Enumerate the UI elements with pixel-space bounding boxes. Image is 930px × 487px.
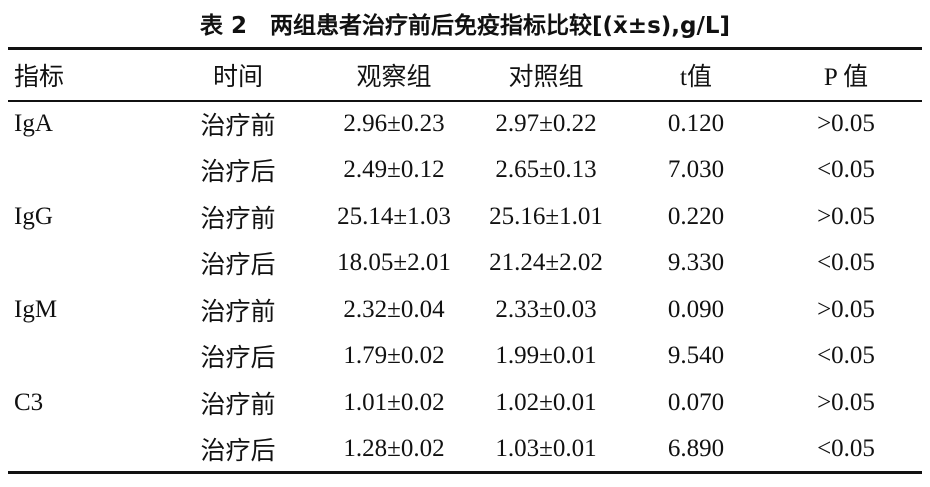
data-cell: 治疗后	[200, 159, 276, 187]
data-cell: 9.330	[667, 249, 725, 277]
table-row: IgA 治疗前 2.96±0.23 2.97±0.22 0.120 >0.05	[8, 101, 922, 148]
data-cell: <0.05	[817, 156, 875, 184]
data-cell: 6.890	[667, 434, 725, 462]
header-cell: 时间	[212, 63, 263, 91]
data-cell: 2.65±0.13	[495, 156, 597, 184]
data-cell: 0.220	[667, 202, 725, 230]
data-cell: 1.79±0.02	[343, 342, 445, 370]
data-cell: <0.05	[817, 249, 875, 277]
data-cell: 0.120	[667, 110, 725, 138]
table-row: IgM 治疗前 2.32±0.04 2.33±0.03 0.090 >0.05	[8, 287, 922, 334]
header-cell: P 值	[823, 63, 869, 91]
data-cell: 治疗后	[200, 345, 276, 373]
table-row: 治疗后 1.79±0.02 1.99±0.01 9.540 <0.05	[8, 333, 922, 380]
data-cell: 治疗前	[200, 113, 276, 141]
indicator-cell: IgA	[14, 110, 53, 138]
data-cell: 治疗后	[200, 437, 276, 465]
header-row: 指标 时间 观察组 对照组 t值 P 值	[8, 48, 922, 101]
data-cell: >0.05	[817, 295, 875, 323]
table-header: 指标 时间 观察组 对照组 t值 P 值	[8, 48, 922, 101]
header-cell: t值	[680, 63, 712, 91]
data-cell: 0.090	[667, 295, 725, 323]
data-cell: 1.28±0.02	[343, 434, 445, 462]
data-cell: 1.99±0.01	[495, 342, 597, 370]
data-cell: 治疗前	[200, 205, 276, 233]
data-cell: 1.03±0.01	[495, 434, 597, 462]
data-cell: 2.33±0.03	[495, 295, 597, 323]
indicator-cell	[8, 240, 158, 287]
indicator-cell	[8, 147, 158, 194]
table-row: 治疗后 18.05±2.01 21.24±2.02 9.330 <0.05	[8, 240, 922, 287]
table-row: 治疗后 1.28±0.02 1.03±0.01 6.890 <0.05	[8, 426, 922, 473]
data-cell: 治疗前	[200, 391, 276, 419]
data-cell: 治疗后	[200, 252, 276, 280]
data-cell: 治疗前	[200, 298, 276, 326]
indicator-cell: C3	[14, 388, 44, 416]
data-cell: 1.01±0.02	[343, 388, 445, 416]
data-cell: <0.05	[817, 434, 875, 462]
table-title: 表 2 两组患者治疗前后免疫指标比较[(x̄±s),g/L]	[199, 13, 731, 39]
header-cell: 指标	[14, 63, 65, 91]
data-cell: >0.05	[817, 388, 875, 416]
table-row: 治疗后 2.49±0.12 2.65±0.13 7.030 <0.05	[8, 147, 922, 194]
data-cell: 21.24±2.02	[489, 249, 603, 277]
data-cell: 18.05±2.01	[337, 249, 451, 277]
data-cell: 9.540	[667, 342, 725, 370]
data-cell: 2.96±0.23	[343, 110, 445, 138]
data-cell: 0.070	[667, 388, 725, 416]
indicator-cell: IgG	[14, 202, 53, 230]
indicator-cell: IgM	[14, 295, 58, 323]
data-cell: 25.16±1.01	[489, 202, 603, 230]
indicator-cell	[8, 333, 158, 380]
data-cell: >0.05	[817, 202, 875, 230]
data-cell: 2.32±0.04	[343, 295, 445, 323]
table-row: IgG 治疗前 25.14±1.03 25.16±1.01 0.220 >0.05	[8, 194, 922, 241]
table-body: IgA 治疗前 2.96±0.23 2.97±0.22 0.120 >0.05 治疗后 2.4…	[8, 101, 922, 473]
data-cell: >0.05	[817, 110, 875, 138]
header-cell: 对照组	[508, 63, 584, 91]
data-cell: 7.030	[667, 156, 725, 184]
table-row: C3 治疗前 1.01±0.02 1.02±0.01 0.070 >0.05	[8, 380, 922, 427]
data-cell: 1.02±0.01	[495, 388, 597, 416]
data-cell: 2.97±0.22	[495, 110, 597, 138]
data-cell: <0.05	[817, 342, 875, 370]
data-table: 指标 时间 观察组 对照组 t值 P 值 IgA 治疗前 2.96±0.23 2.97±0.22…	[8, 47, 922, 474]
header-cell: 观察组	[356, 63, 432, 91]
data-cell: 2.49±0.12	[343, 156, 445, 184]
indicator-cell	[8, 426, 158, 473]
data-cell: 25.14±1.03	[337, 202, 451, 230]
